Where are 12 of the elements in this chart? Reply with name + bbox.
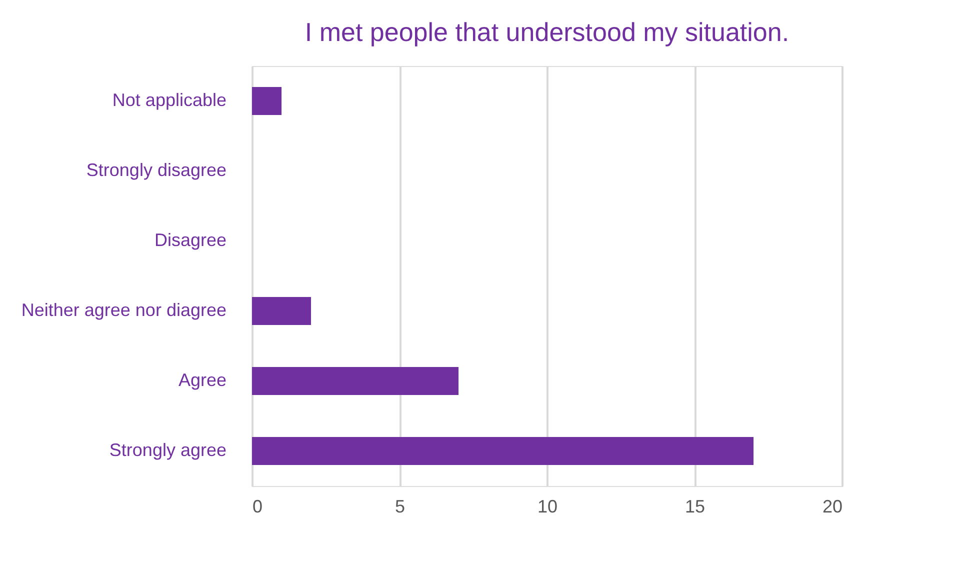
y-tick-label: Neither agree nor diagree bbox=[21, 300, 226, 320]
x-tick-label: 10 bbox=[537, 496, 558, 516]
x-tick-label: 15 bbox=[684, 496, 706, 516]
x-tick-label: 20 bbox=[822, 496, 842, 516]
y-tick-label: Not applicable bbox=[112, 90, 226, 110]
chart-title: I met people that understood my situation. bbox=[304, 17, 790, 47]
y-tick-label: Agree bbox=[178, 370, 226, 390]
y-tick-label: Strongly disagree bbox=[86, 160, 226, 180]
x-tick-label: 5 bbox=[394, 496, 406, 516]
y-tick-label: Disagree bbox=[154, 230, 226, 250]
x-tick-label: 0 bbox=[252, 496, 263, 516]
y-tick-label: Strongly agree bbox=[109, 440, 226, 460]
